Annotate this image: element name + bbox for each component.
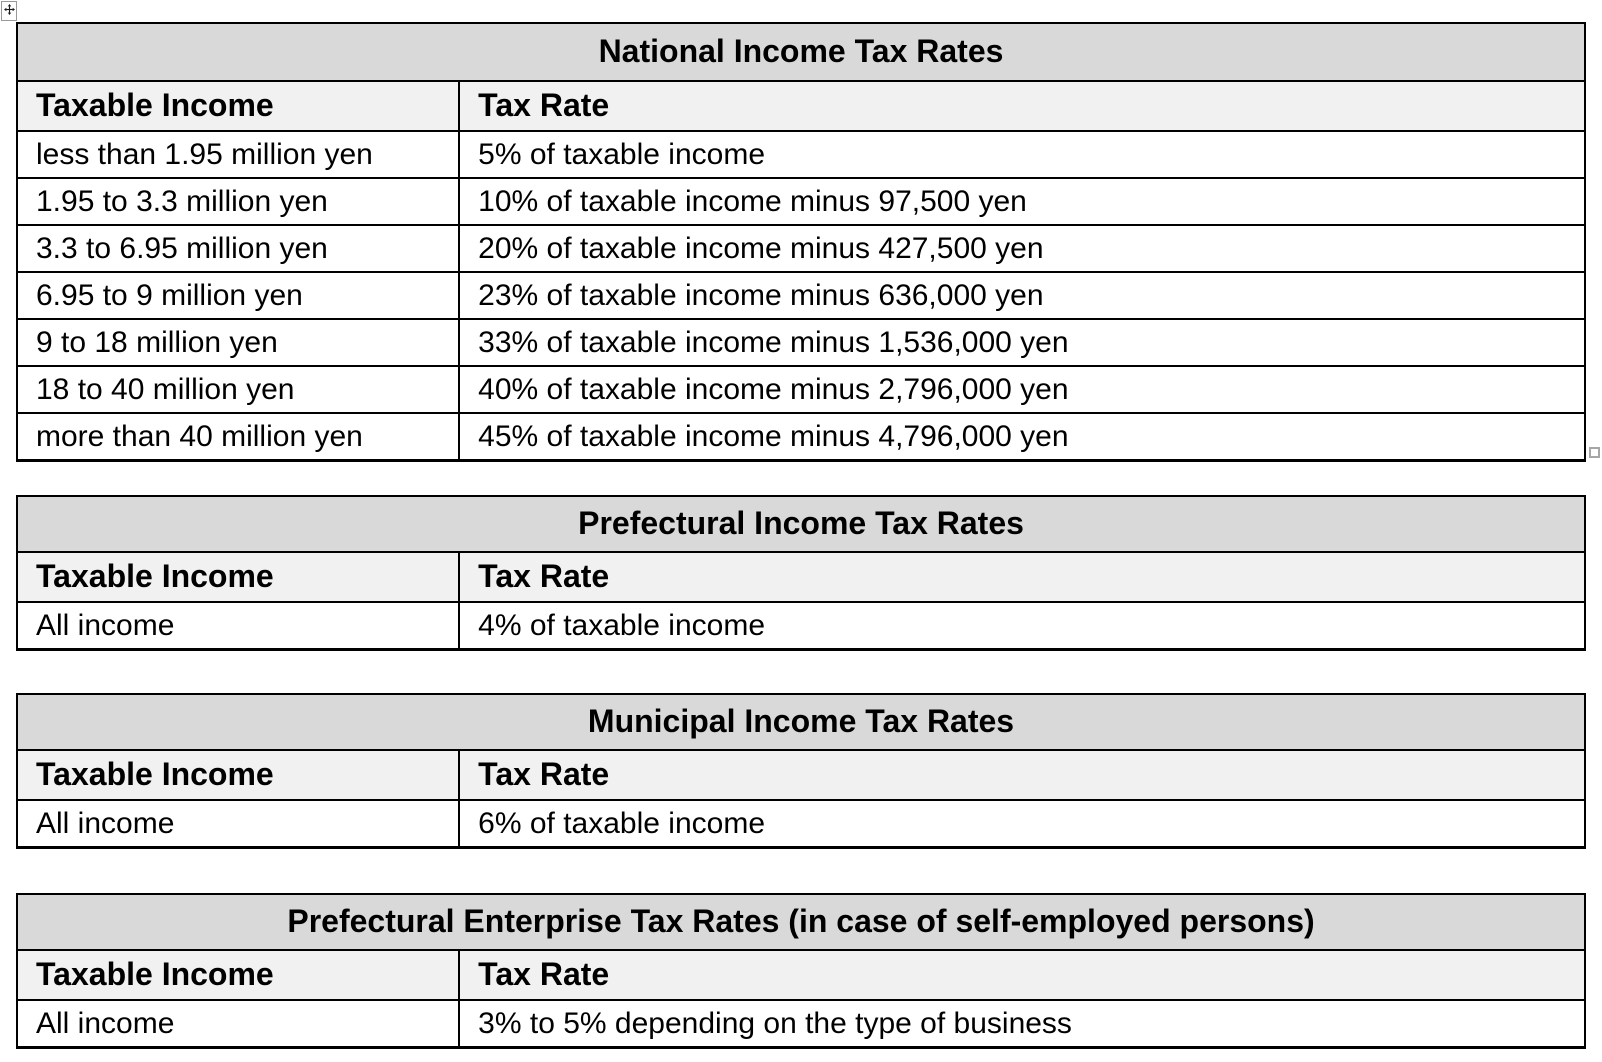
cell-tax-rate[interactable]: 23% of taxable income minus 636,000 yen: [458, 271, 1586, 320]
column-header-taxable-income[interactable]: Taxable Income: [15, 80, 461, 132]
cell-tax-rate[interactable]: 20% of taxable income minus 427,500 yen: [458, 224, 1586, 273]
cell-tax-rate[interactable]: 5% of taxable income: [458, 130, 1586, 179]
column-header-taxable-income[interactable]: Taxable Income: [15, 949, 461, 1001]
cell-tax-rate[interactable]: 33% of taxable income minus 1,536,000 ye…: [458, 318, 1586, 367]
cell-taxable-income[interactable]: more than 40 million yen: [15, 412, 461, 462]
table-header-row: Taxable Income Tax Rate: [15, 80, 1586, 132]
cell-tax-rate[interactable]: 4% of taxable income: [458, 601, 1586, 651]
table-header-row: Taxable Income Tax Rate: [15, 749, 1586, 801]
table-row: 6.95 to 9 million yen 23% of taxable inc…: [15, 271, 1586, 320]
table-row: 9 to 18 million yen 33% of taxable incom…: [15, 318, 1586, 367]
cell-tax-rate[interactable]: 10% of taxable income minus 97,500 yen: [458, 177, 1586, 226]
cell-tax-rate[interactable]: 6% of taxable income: [458, 799, 1586, 849]
column-header-tax-rate[interactable]: Tax Rate: [458, 551, 1586, 603]
cell-taxable-income[interactable]: All income: [15, 999, 461, 1049]
table-title-row: National Income Tax Rates: [16, 22, 1586, 82]
table-row: 3.3 to 6.95 million yen 20% of taxable i…: [15, 224, 1586, 273]
column-header-tax-rate[interactable]: Tax Rate: [458, 949, 1586, 1001]
column-header-taxable-income[interactable]: Taxable Income: [15, 551, 461, 603]
table-title[interactable]: Prefectural Enterprise Tax Rates (in cas…: [16, 893, 1586, 951]
move-arrows-icon: [3, 2, 15, 20]
table-row: less than 1.95 million yen 5% of taxable…: [15, 130, 1586, 179]
cell-taxable-income[interactable]: 3.3 to 6.95 million yen: [15, 224, 461, 273]
cell-tax-rate[interactable]: 40% of taxable income minus 2,796,000 ye…: [458, 365, 1586, 414]
table-row: 18 to 40 million yen 40% of taxable inco…: [15, 365, 1586, 414]
cell-taxable-income[interactable]: less than 1.95 million yen: [15, 130, 461, 179]
table-row: All income 4% of taxable income: [15, 601, 1586, 651]
table-prefectural-enterprise-tax-rates: Prefectural Enterprise Tax Rates (in cas…: [15, 893, 1586, 1049]
table-prefectural-income-tax-rates: Prefectural Income Tax Rates Taxable Inc…: [15, 495, 1586, 651]
table-title-row: Prefectural Income Tax Rates: [16, 495, 1586, 553]
cell-taxable-income[interactable]: All income: [15, 601, 461, 651]
column-header-taxable-income[interactable]: Taxable Income: [15, 749, 461, 801]
table-row: more than 40 million yen 45% of taxable …: [15, 412, 1586, 462]
table-title[interactable]: National Income Tax Rates: [16, 22, 1586, 82]
table-row: 1.95 to 3.3 million yen 10% of taxable i…: [15, 177, 1586, 226]
table-title[interactable]: Municipal Income Tax Rates: [16, 693, 1586, 751]
table-municipal-income-tax-rates: Municipal Income Tax Rates Taxable Incom…: [15, 693, 1586, 849]
cell-taxable-income[interactable]: 9 to 18 million yen: [15, 318, 461, 367]
cell-tax-rate[interactable]: 3% to 5% depending on the type of busine…: [458, 999, 1586, 1049]
table-national-income-tax-rates: National Income Tax Rates Taxable Income…: [15, 22, 1586, 462]
table-resize-handle[interactable]: [1589, 447, 1600, 458]
table-title-row: Prefectural Enterprise Tax Rates (in cas…: [16, 893, 1586, 951]
cell-taxable-income[interactable]: 6.95 to 9 million yen: [15, 271, 461, 320]
table-header-row: Taxable Income Tax Rate: [15, 949, 1586, 1001]
table-header-row: Taxable Income Tax Rate: [15, 551, 1586, 603]
cell-tax-rate[interactable]: 45% of taxable income minus 4,796,000 ye…: [458, 412, 1586, 462]
table-title-row: Municipal Income Tax Rates: [16, 693, 1586, 751]
cell-taxable-income[interactable]: 18 to 40 million yen: [15, 365, 461, 414]
column-header-tax-rate[interactable]: Tax Rate: [458, 749, 1586, 801]
cell-taxable-income[interactable]: 1.95 to 3.3 million yen: [15, 177, 461, 226]
cell-taxable-income[interactable]: All income: [15, 799, 461, 849]
column-header-tax-rate[interactable]: Tax Rate: [458, 80, 1586, 132]
table-row: All income 6% of taxable income: [15, 799, 1586, 849]
table-row: All income 3% to 5% depending on the typ…: [15, 999, 1586, 1049]
table-title[interactable]: Prefectural Income Tax Rates: [16, 495, 1586, 553]
table-move-handle[interactable]: [1, 1, 17, 21]
